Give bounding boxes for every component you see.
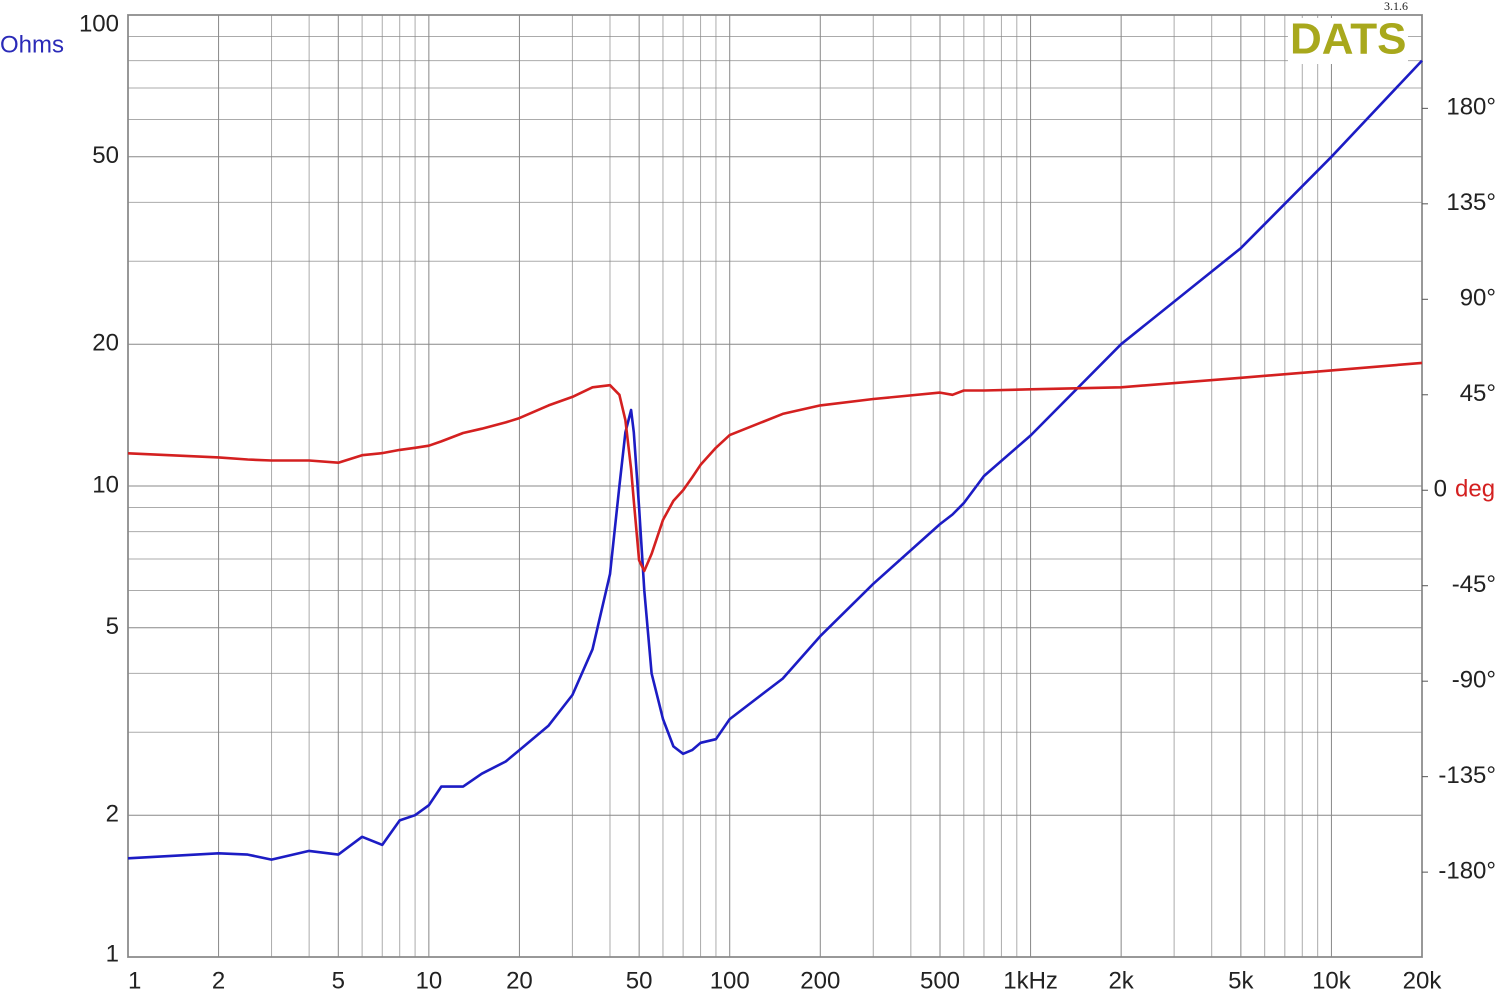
x-tick-label: 100 [710,967,750,994]
x-tick-label: 10k [1312,967,1352,994]
version: 3.1.6 [1384,0,1408,13]
y-tick-label: 2 [106,801,119,828]
y-tick-label: 20 [92,330,119,357]
x-tick-label: 1kHz [1003,967,1058,994]
x-tick-label: 50 [626,967,653,994]
y-tick-label: 1 [106,940,119,967]
logo-title: DATS [1290,15,1407,64]
series-line [127,361,1423,573]
y-tick-label: 5 [106,613,119,640]
y2-tick-label: -180° [1438,857,1496,884]
x-tick-label: 5 [332,967,345,994]
logo-background [1288,18,1408,64]
x-tick-label: 1 [128,967,141,994]
y2-tick-label: 180° [1446,94,1496,121]
y-tick-label: 10 [92,471,119,498]
y2-tick-label: -135° [1438,762,1496,789]
y2-tick-label: 45° [1460,380,1496,407]
y2-tick-label: 0 [1434,476,1447,503]
y2-tick-label: -90° [1452,667,1496,694]
x-tick-label: 500 [920,967,960,994]
y-tick-label: 50 [92,142,119,169]
x-tick-label: 20 [506,967,533,994]
y2-tick-label: 135° [1446,189,1496,216]
series-line [127,59,1423,861]
x-tick-label: 10 [416,967,443,994]
y-tick-label: 100 [79,10,119,37]
y2-axis-label: deg [1455,475,1495,502]
y2-tick-label: -45° [1452,571,1496,598]
x-tick-label: 200 [800,967,840,994]
y-axis-label: Ohms [0,31,64,58]
x-tick-label: 2 [212,967,225,994]
x-tick-label: 5k [1228,967,1254,994]
x-tick-label: 2k [1108,967,1134,994]
y2-tick-label: 90° [1460,285,1496,312]
x-tick-label: 20k [1403,967,1443,994]
